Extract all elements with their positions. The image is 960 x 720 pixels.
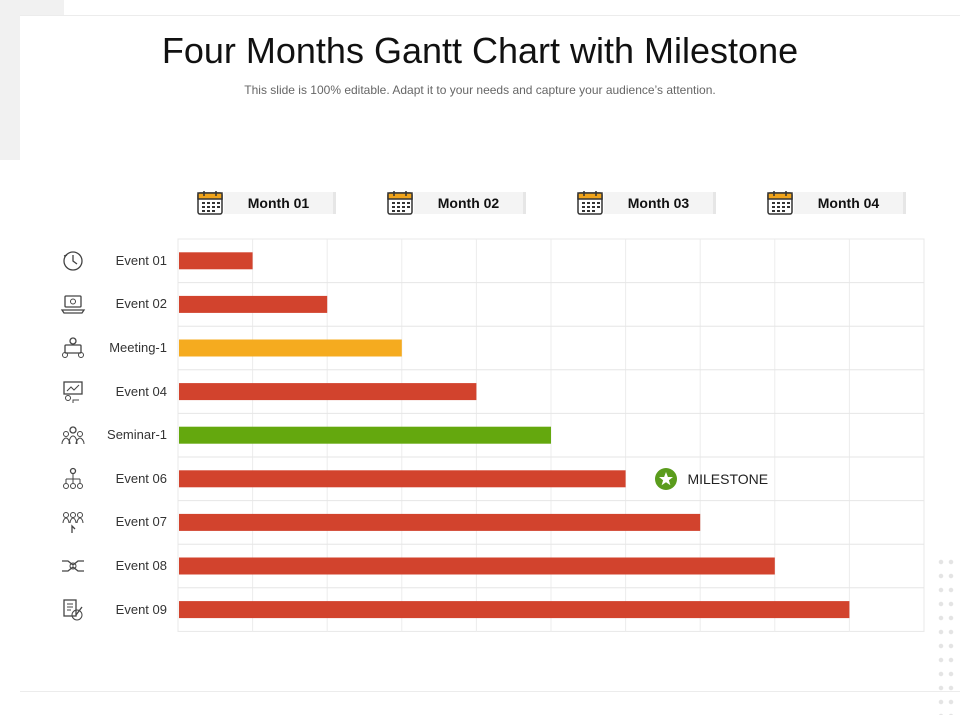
row-label: Seminar-1 bbox=[107, 427, 167, 443]
row-label: Event 07 bbox=[115, 514, 167, 530]
calendar-icon bbox=[766, 190, 794, 216]
row-label: Event 04 bbox=[115, 383, 167, 399]
gantt-bar bbox=[179, 557, 775, 575]
page-title: Four Months Gantt Chart with Milestone bbox=[161, 30, 799, 71]
calendar-icon bbox=[576, 190, 604, 216]
row-label: Event 01 bbox=[115, 252, 167, 268]
row-label: Event 06 bbox=[115, 470, 167, 486]
month-label: Month 04 bbox=[794, 192, 906, 214]
row-label: Meeting-1 bbox=[109, 340, 167, 355]
month-label: Month 02 bbox=[414, 192, 526, 214]
row-label: Event 09 bbox=[115, 601, 167, 617]
dot-pattern bbox=[936, 555, 956, 715]
handshake-icon bbox=[60, 553, 90, 579]
gantt-bar bbox=[179, 252, 253, 270]
milestone-label: MILESTONE bbox=[687, 470, 769, 487]
star-icon bbox=[655, 467, 678, 490]
slide-frame bbox=[20, 15, 960, 692]
gantt-bar bbox=[179, 383, 477, 401]
team-icon bbox=[60, 509, 90, 535]
gantt-bar bbox=[179, 513, 701, 531]
document-icon bbox=[60, 597, 90, 623]
gantt-bar bbox=[179, 470, 626, 488]
gantt-bar bbox=[179, 426, 551, 444]
row-label: Event 02 bbox=[115, 296, 167, 312]
presentation-icon bbox=[60, 379, 90, 405]
month-label: Month 01 bbox=[224, 192, 336, 214]
hierarchy-icon bbox=[60, 466, 90, 492]
calendar-icon bbox=[386, 190, 414, 216]
meeting-icon bbox=[60, 335, 90, 361]
group-icon bbox=[60, 422, 90, 448]
row-label: Event 08 bbox=[115, 558, 167, 573]
clock-icon bbox=[60, 248, 90, 274]
gantt-bar bbox=[179, 295, 328, 313]
gantt-bar bbox=[179, 601, 850, 619]
calendar-icon bbox=[196, 190, 224, 216]
gantt-bar bbox=[179, 339, 402, 357]
month-label: Month 03 bbox=[604, 192, 716, 214]
laptop-icon bbox=[60, 291, 90, 317]
page-subtitle: This slide is 100% editable. Adapt it to… bbox=[244, 83, 716, 97]
